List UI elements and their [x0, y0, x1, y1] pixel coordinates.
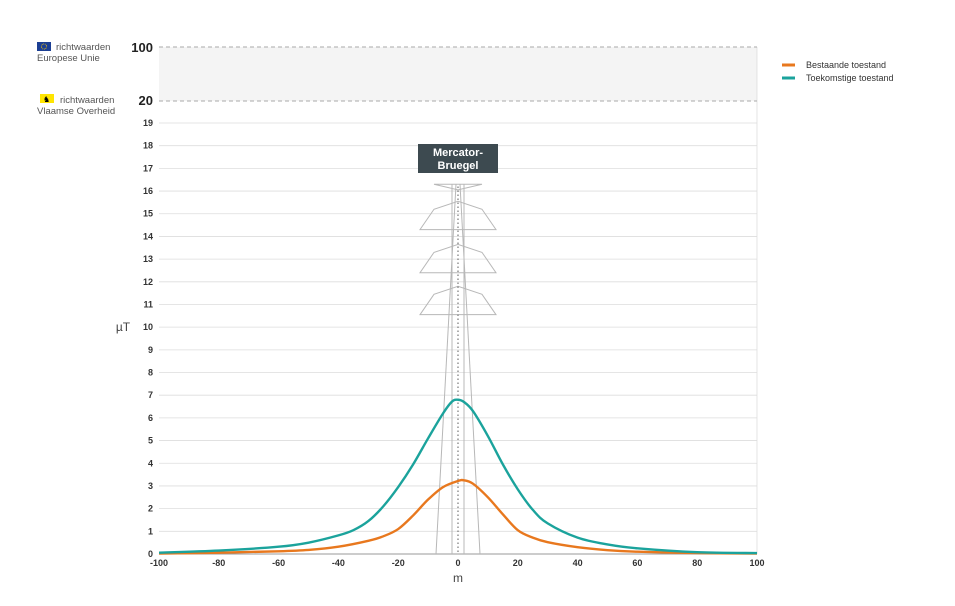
x-tick-label-100: 100	[749, 558, 764, 568]
eu-flag-icon	[37, 42, 51, 51]
y-tick-label-4: 4	[148, 458, 153, 468]
legend-label-toekomstige: Toekomstige toestand	[806, 73, 894, 83]
y-tick-label-14: 14	[143, 231, 153, 241]
x-tick-label-20: 20	[513, 558, 523, 568]
flemish-label-line1: richtwaarden	[60, 95, 114, 106]
pylon-leg-0	[435, 184, 457, 555]
y-tick-label-17: 17	[143, 163, 153, 173]
y-tick-label-2: 2	[148, 504, 153, 514]
y-tick-label-7: 7	[148, 390, 153, 400]
y-tick-label-11: 11	[143, 299, 153, 309]
x-tick-label--60: -60	[272, 558, 285, 568]
legend: Bestaande toestand Toekomstige toestand	[782, 60, 894, 83]
pylon-crossarm-1	[419, 243, 497, 274]
x-tick-label-40: 40	[573, 558, 583, 568]
pylon-crossarm-0	[419, 200, 497, 231]
reference-lines	[159, 46, 757, 102]
x-tick-label-0: 0	[455, 558, 460, 568]
data-series	[158, 398, 758, 555]
x-axis-label: m	[453, 571, 463, 585]
tower-label: Mercator- Bruegel	[418, 144, 498, 173]
pylon-icon	[419, 183, 497, 555]
eu-label-line2: Europese Unie	[37, 53, 100, 64]
tower-label-line2: Bruegel	[438, 160, 479, 172]
y-tick-label-16: 16	[143, 186, 153, 196]
y-tick-label-10: 10	[143, 322, 153, 332]
x-tick-label--80: -80	[212, 558, 225, 568]
y-tick-label-15: 15	[143, 209, 153, 219]
x-tick-label--20: -20	[392, 558, 405, 568]
y-tick-label-6: 6	[148, 413, 153, 423]
legend-label-bestaande: Bestaande toestand	[806, 60, 886, 70]
tower-label-box	[418, 144, 498, 173]
tower-label-line1: Mercator-	[433, 147, 483, 159]
series-line-toekomstige	[158, 398, 758, 555]
y-tick-label-5: 5	[148, 436, 153, 446]
x-tick-label-80: 80	[692, 558, 702, 568]
y-tick-label-3: 3	[148, 481, 153, 491]
flemish-reference-label: ♞ richtwaarden Vlaamse Overheid	[37, 94, 115, 117]
y-axis-label: µT	[116, 320, 131, 334]
flemish-label-line2: Vlaamse Overheid	[37, 106, 115, 117]
gridlines	[159, 47, 758, 555]
eu-flag-stars	[40, 43, 48, 50]
y-tick-label-13: 13	[143, 254, 153, 264]
pylon-top	[433, 183, 483, 191]
lion-glyph: ♞	[43, 95, 50, 104]
flemish-lion-flag-icon	[40, 94, 54, 103]
eu-reference-label: richtwaarden Europese Unie	[37, 42, 110, 64]
y-tick-label-0: 0	[148, 549, 153, 559]
y-tick-label-8: 8	[148, 368, 153, 378]
x-tick-label--100: -100	[150, 558, 168, 568]
series-line-bestaande	[158, 478, 758, 555]
y-tick-label-18: 18	[143, 141, 153, 151]
y-tick-label-12: 12	[143, 277, 153, 287]
reference-band	[159, 47, 757, 101]
pylon-crossarm-2	[419, 285, 497, 316]
y-tick-20: 20	[139, 93, 153, 108]
x-tick-label--40: -40	[332, 558, 345, 568]
y-tick-label-19: 19	[143, 118, 153, 128]
x-axis-ticks: -100 -80 -60 -40 -20 0 20 40 60 80 100	[150, 558, 765, 568]
y-tick-100: 100	[131, 40, 153, 55]
eu-label-line1: richtwaarden	[56, 42, 110, 53]
y-tick-label-9: 9	[148, 345, 153, 355]
x-tick-label-60: 60	[632, 558, 642, 568]
pylon-leg-1	[459, 184, 481, 555]
y-tick-label-1: 1	[148, 526, 153, 536]
